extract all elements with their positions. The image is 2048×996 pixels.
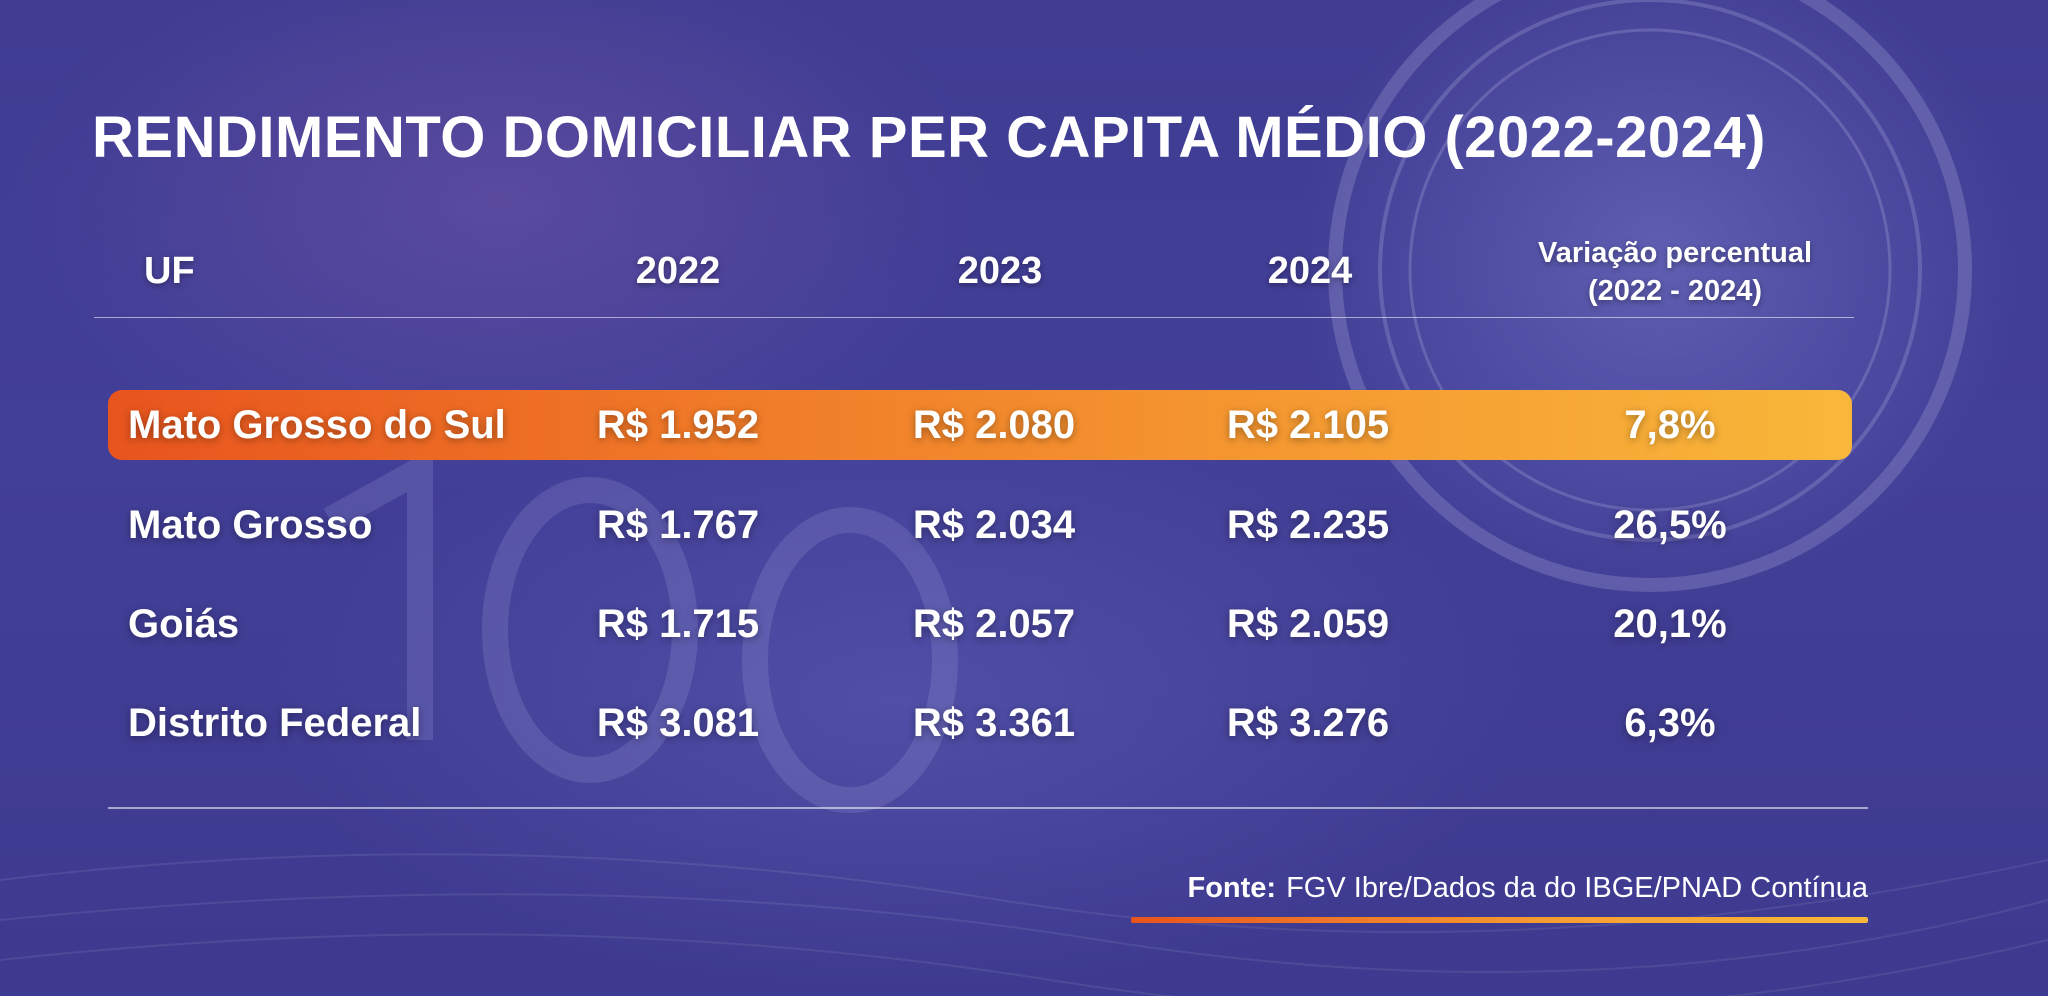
row-value-2023: R$ 2.080 xyxy=(912,403,1076,447)
row-value-2022: R$ 1.952 xyxy=(596,403,760,447)
table-row: Mato Grosso do Sul R$ 1.952 R$ 2.080 R$ … xyxy=(108,390,1852,460)
row-value-2023: R$ 2.057 xyxy=(912,602,1076,646)
table-row: Goiás R$ 1.715 R$ 2.057 R$ 2.059 20,1% xyxy=(108,589,1852,659)
column-header-uf: UF xyxy=(144,250,195,292)
column-header-variation-line1: Variação percentual xyxy=(1537,237,1813,269)
row-value-2022: R$ 1.715 xyxy=(596,602,760,646)
row-value-2022: R$ 3.081 xyxy=(596,701,760,745)
table-row: Distrito Federal R$ 3.081 R$ 3.361 R$ 3.… xyxy=(108,688,1852,758)
source-note: Fonte: FGV Ibre/Dados da do IBGE/PNAD Con… xyxy=(1188,872,1869,905)
row-value-2024: R$ 2.235 xyxy=(1226,503,1390,547)
row-value-2023: R$ 3.361 xyxy=(912,701,1076,745)
chart-title: RENDIMENTO DOMICILIAR PER CAPITA MÉDIO (… xyxy=(92,105,1766,170)
table-row: Mato Grosso R$ 1.767 R$ 2.034 R$ 2.235 2… xyxy=(108,490,1852,560)
row-value-2024: R$ 2.059 xyxy=(1226,602,1390,646)
row-variation: 26,5% xyxy=(1613,503,1727,547)
column-header-variation-line2: (2022 - 2024) xyxy=(1587,275,1763,307)
source-text: FGV Ibre/Dados da do IBGE/PNAD Contínua xyxy=(1286,872,1868,904)
column-header-variation: Variação percentual (2022 - 2024) xyxy=(1460,234,1890,310)
row-variation: 7,8% xyxy=(1624,403,1716,447)
row-value-2024: R$ 2.105 xyxy=(1226,403,1390,447)
header-divider xyxy=(94,317,1854,318)
row-uf-label: Mato Grosso xyxy=(128,503,373,547)
column-header-2022: 2022 xyxy=(635,250,721,292)
row-variation: 20,1% xyxy=(1613,602,1727,646)
source-label: Fonte: xyxy=(1187,872,1277,904)
column-header-2023: 2023 xyxy=(957,250,1043,292)
source-underline xyxy=(1131,917,1868,923)
row-value-2023: R$ 2.034 xyxy=(912,503,1076,547)
row-uf-label: Distrito Federal xyxy=(128,701,422,745)
row-variation: 6,3% xyxy=(1624,701,1716,745)
row-value-2022: R$ 1.767 xyxy=(596,503,760,547)
row-uf-label: Goiás xyxy=(128,602,240,646)
row-value-2024: R$ 3.276 xyxy=(1226,701,1390,745)
table-bottom-divider xyxy=(108,807,1868,809)
row-uf-label: Mato Grosso do Sul xyxy=(128,403,506,447)
banknote-100-reais-icon xyxy=(323,447,958,813)
coin-1-real-icon xyxy=(1328,0,1972,592)
column-header-2024: 2024 xyxy=(1267,250,1353,292)
